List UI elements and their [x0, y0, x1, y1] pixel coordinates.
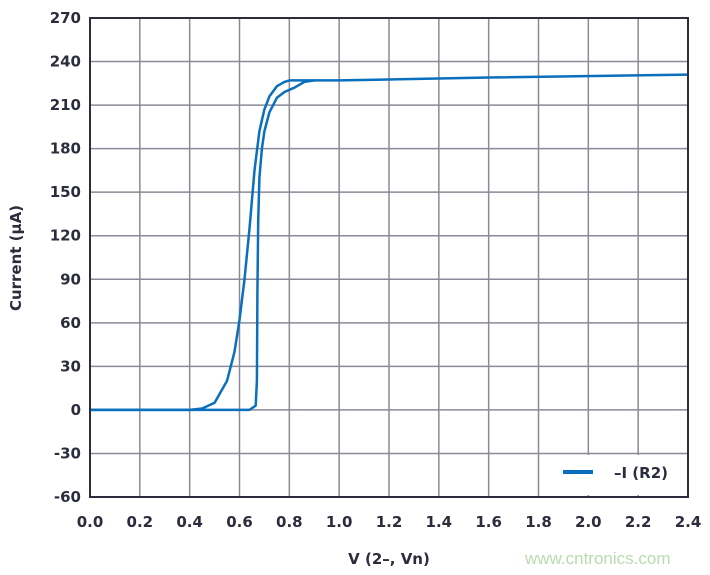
x-tick-label: 0.2 [127, 513, 154, 531]
y-tick-label: -60 [54, 488, 81, 506]
x-tick-label: 1.2 [376, 513, 403, 531]
y-axis-label: Current (µA) [7, 205, 25, 311]
y-tick-label: 180 [50, 140, 81, 158]
y-tick-label: 150 [50, 183, 81, 201]
x-tick-label: 2.2 [625, 513, 652, 531]
x-tick-label: 2.4 [675, 513, 702, 531]
x-tick-label: 1.0 [326, 513, 353, 531]
watermark: www.cntronics.com [525, 549, 671, 568]
y-tick-label: 270 [50, 9, 81, 27]
x-tick-label: 1.8 [525, 513, 552, 531]
y-tick-label: 60 [60, 314, 81, 332]
y-tick-label: 240 [50, 53, 81, 71]
legend: –I (R2) [548, 455, 687, 495]
legend-label: –I (R2) [614, 464, 668, 482]
y-tick-label: -30 [54, 444, 81, 462]
y-tick-label: 90 [60, 270, 81, 288]
x-tick-label: 1.4 [426, 513, 453, 531]
x-tick-label: 1.6 [475, 513, 502, 531]
x-tick-label: 0.0 [77, 513, 104, 531]
y-tick-label: 210 [50, 96, 81, 114]
x-tick-label: 0.8 [276, 513, 303, 531]
y-tick-label: 120 [50, 227, 81, 245]
y-tick-label: 30 [60, 357, 81, 375]
series-line-1 [90, 79, 315, 412]
x-axis-label: V (2–, Vn) [348, 550, 430, 568]
series-line-0 [90, 73, 689, 412]
y-tick-label: 0 [71, 401, 81, 419]
plot-frame [89, 17, 689, 498]
x-tick-label: 0.6 [226, 513, 253, 531]
x-tick-label: 0.4 [176, 513, 203, 531]
x-tick-label: 2.0 [575, 513, 602, 531]
